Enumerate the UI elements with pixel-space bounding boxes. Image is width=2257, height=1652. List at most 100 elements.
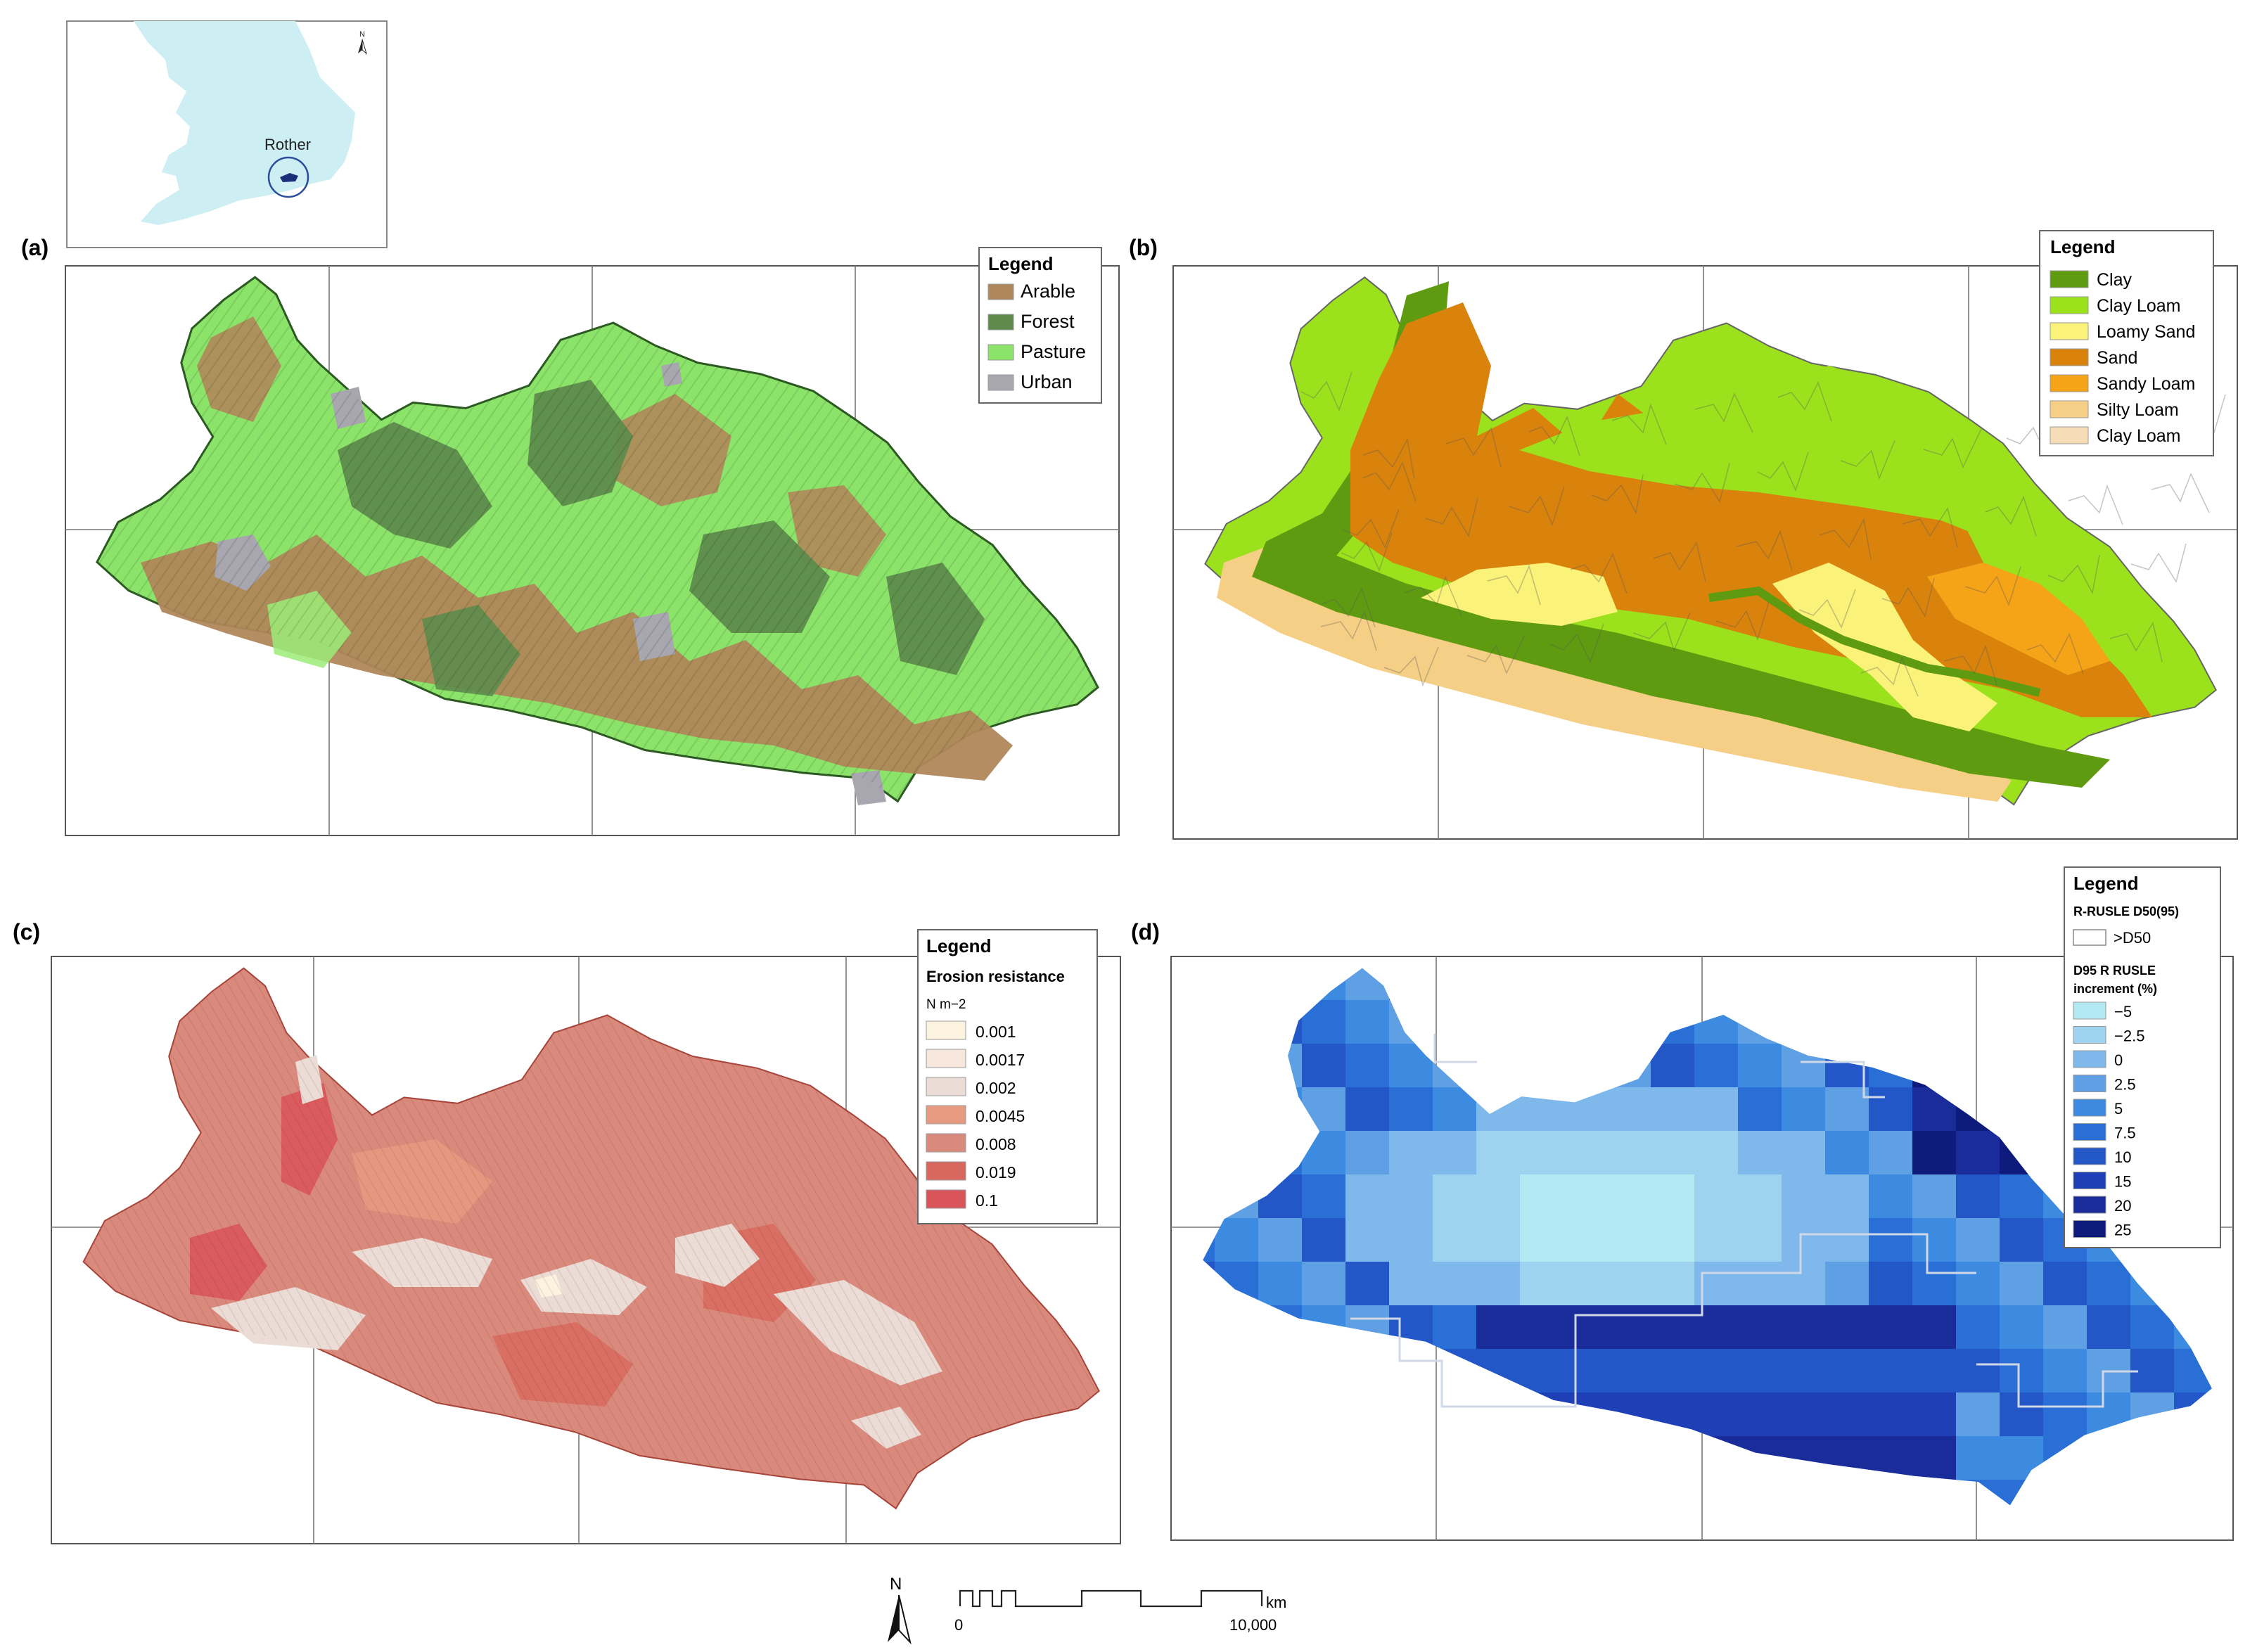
legend-label: Forest — [1021, 311, 1075, 332]
rusle-grid-cell — [1869, 1262, 1913, 1306]
rusle-grid-cell — [1869, 1174, 1913, 1219]
rusle-grid-cell — [1694, 1262, 1739, 1306]
rusle-grid-cell — [2087, 1305, 2131, 1350]
legend-swatch — [987, 374, 1014, 391]
inset-highlight-ring — [267, 156, 309, 198]
rusle-grid-cell — [1651, 1305, 1695, 1350]
rusle-grid-cell — [1433, 1262, 1477, 1306]
rusle-grid-cell — [1694, 1044, 1739, 1088]
rusle-grid-cell — [1389, 1174, 1433, 1219]
rusle-grid-cell — [1345, 1174, 1390, 1219]
river-channel — [1708, 586, 2041, 697]
legend-title: Legend — [988, 253, 1053, 274]
rusle-grid-cell — [1956, 1131, 2000, 1175]
legend-label: 2.5 — [2114, 1076, 2136, 1094]
rusle-grid-cell — [1215, 1218, 1259, 1262]
legend-title: Legend — [926, 935, 991, 956]
rusle-grid-cell — [1912, 1218, 1957, 1262]
legend-label: Clay Loam — [2097, 426, 2181, 446]
rusle-grid-cell — [1476, 1131, 1521, 1175]
panel-label-c: (c) — [13, 919, 40, 945]
rusle-grid-cell — [1782, 1218, 1826, 1262]
catchment-soils — [1204, 276, 2226, 806]
rusle-grid-cell — [2000, 1349, 2044, 1393]
legend-swatch — [2050, 322, 2089, 340]
rusle-grid-cell — [1564, 1305, 1608, 1350]
rusle-grid-cell — [1607, 1305, 1651, 1350]
rusle-grid-cell — [1782, 1349, 1826, 1393]
legend-swatch — [2073, 1172, 2106, 1189]
rusle-grid-cell — [1476, 1174, 1521, 1219]
rusle-grid-cell — [1520, 1305, 1564, 1350]
scale-end-label: 10,000 — [1229, 1616, 1277, 1634]
legend-label: 0.001 — [976, 1023, 1016, 1041]
rusle-grid-cell — [1607, 1218, 1651, 1262]
rusle-grid-cell — [1302, 1262, 1346, 1306]
legend-title: Legend — [2073, 873, 2138, 894]
d50-boundary — [1350, 1233, 1976, 1408]
rusle-grid-cell — [1607, 1349, 1651, 1393]
rusle-grid-cell — [1912, 1392, 1957, 1437]
legend-subtitle: Erosion resistance — [926, 968, 1065, 985]
legend-swatch — [2073, 1196, 2106, 1214]
rusle-grid-cell — [1258, 1218, 1303, 1262]
legend-label: Arable — [1021, 281, 1075, 302]
rusle-grid-cell — [2000, 1305, 2044, 1350]
rusle-grid-cell — [1651, 1131, 1695, 1175]
hillshade-texture — [96, 277, 1098, 802]
scale-unit-label: km — [1266, 1594, 1286, 1611]
rusle-grid-cell — [1956, 1174, 2000, 1219]
hillshade-texture — [83, 968, 1099, 1509]
rusle-grid-cell — [2043, 1392, 2087, 1437]
rusle-grid-cell — [1738, 1392, 1782, 1437]
rusle-grid-cell — [1302, 1044, 1346, 1088]
rusle-grid-cell — [1520, 1131, 1564, 1175]
legend-swatch — [926, 1077, 966, 1096]
legend-label: 0.0017 — [976, 1051, 1025, 1069]
rusle-grid-cell — [1912, 1174, 1957, 1219]
rusle-grid-cell — [2043, 1305, 2087, 1350]
legend-swatch — [2073, 1220, 2106, 1238]
rusle-grid-cell — [1607, 1174, 1651, 1219]
rusle-grid-cell — [1869, 1087, 1913, 1132]
panel-c-map: Legend Erosion resistance N m−2 0.001 0.0… — [51, 929, 1121, 1544]
rusle-grid-cell — [1389, 1218, 1433, 1262]
north-arrow-icon: N — [888, 1575, 912, 1645]
rusle-grid-cell — [1912, 1131, 1957, 1175]
rusle-grid-cell — [1782, 1087, 1826, 1132]
rusle-grid-cell — [1607, 1262, 1651, 1306]
legend-swatch — [987, 344, 1014, 361]
legend-label: Pasture — [1021, 341, 1086, 362]
legend-section-2b: increment (%) — [2073, 982, 2157, 996]
rusle-grid-cell — [1912, 1349, 1957, 1393]
rusle-grid-cell — [1476, 1262, 1521, 1306]
rusle-grid-cell — [1825, 1218, 1869, 1262]
rusle-grid-cell — [1956, 1349, 2000, 1393]
rusle-grid-cell — [1476, 1218, 1521, 1262]
panel-label-a: (a) — [21, 235, 49, 260]
rusle-grid-cell — [1651, 1087, 1695, 1132]
legend-swatch — [2073, 1001, 2106, 1020]
legend-swatch — [2050, 270, 2089, 288]
rusle-grid-cell — [1651, 1218, 1695, 1262]
legend-swatch — [926, 1161, 966, 1181]
rusle-grid-cell — [1738, 1349, 1782, 1393]
panel-d-map: Legend R-RUSLE D50(95) >D50 D95 R RUSLE … — [1170, 866, 2234, 1541]
legend-label: 0 — [2114, 1051, 2123, 1069]
rusle-grid-cell — [2087, 1262, 2131, 1306]
legend-swatch — [2073, 1050, 2106, 1068]
rusle-grid-cell — [1869, 1305, 1913, 1350]
soil-clay — [1252, 281, 2110, 788]
legend-swatch — [2073, 1147, 2106, 1165]
legend-label: Silty Loam — [2097, 400, 2179, 420]
legend-swatch — [926, 1105, 966, 1125]
rusle-grid-cell — [1825, 1174, 1869, 1219]
legend-label: Sand — [2097, 348, 2137, 368]
legend-soils: Legend Clay Clay Loam Loamy Sand Sand Sandy … — [2039, 230, 2214, 456]
rusle-grid-cell — [1651, 1174, 1695, 1219]
north-arrow-icon: N — [358, 30, 367, 55]
legend-label: 10 — [2114, 1148, 2131, 1166]
rusle-grid-cell — [1956, 1436, 2000, 1480]
catchment-erosion — [82, 967, 1100, 1510]
rusle-grid-cell — [1651, 1262, 1695, 1306]
